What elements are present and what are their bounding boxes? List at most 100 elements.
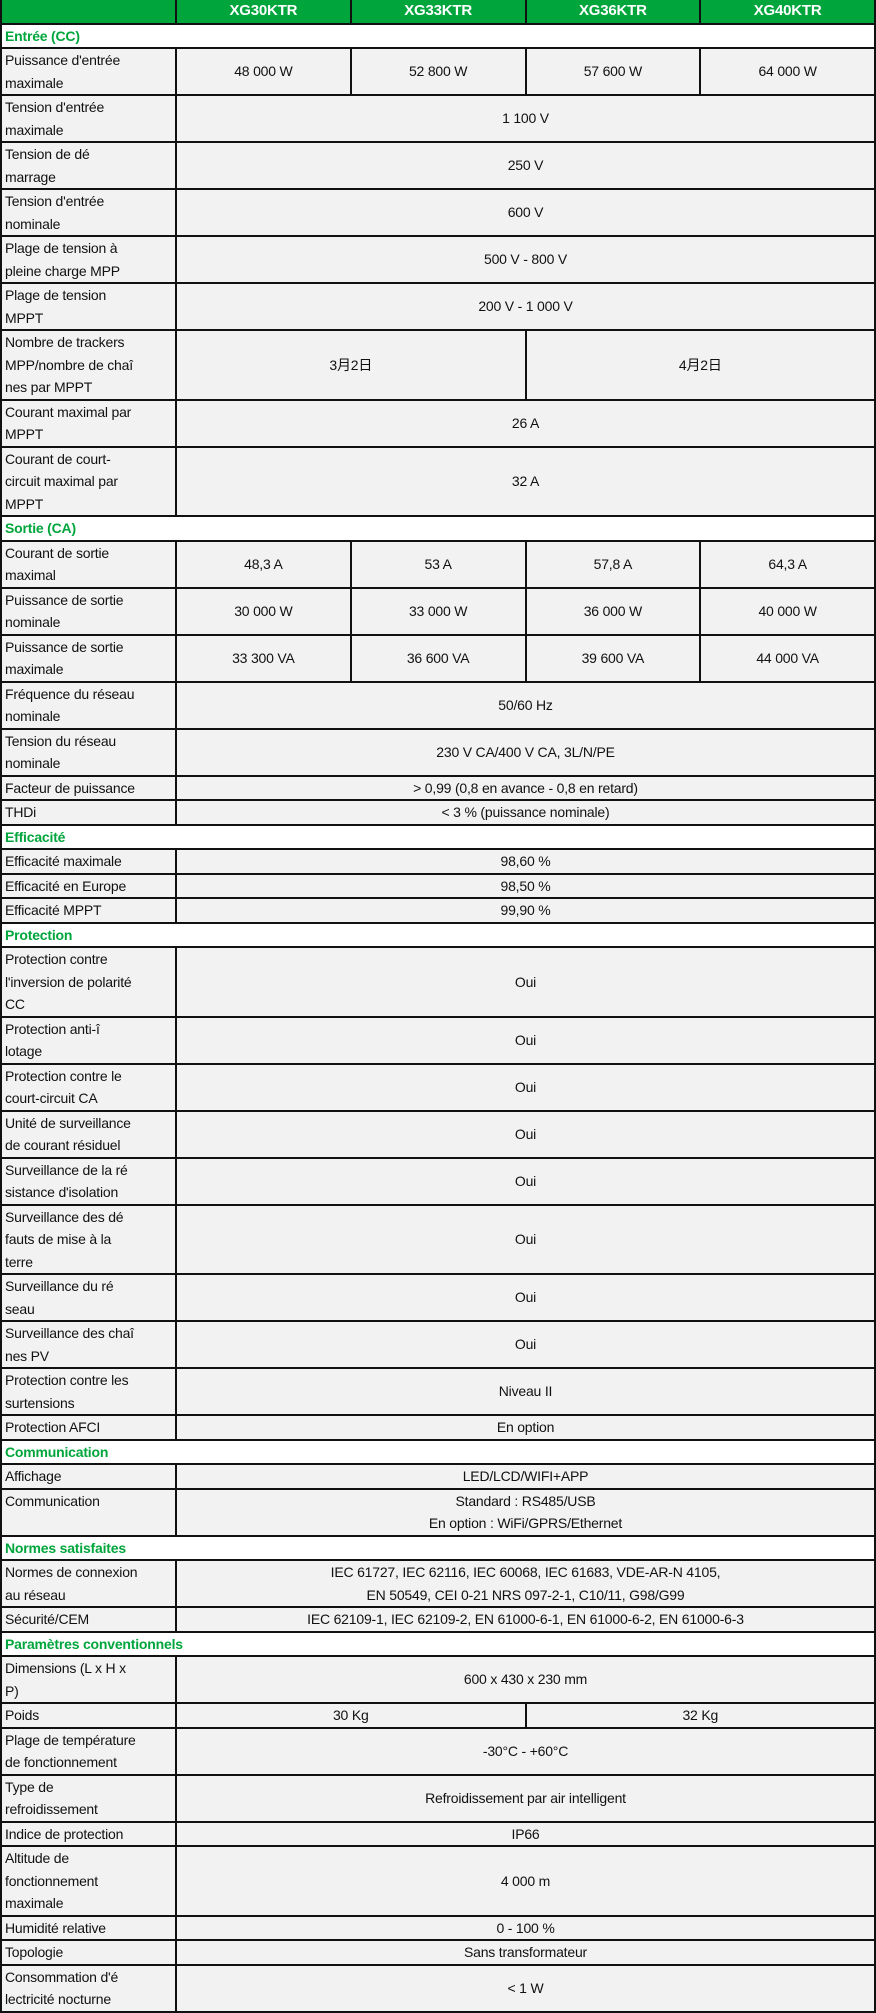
row-label: Protection contre les surtensions <box>2 1369 175 1414</box>
row-value: IEC 62109-1, IEC 62109-2, EN 61000-6-1, … <box>177 1608 874 1631</box>
row-label: Unité de surveillance de courant résidue… <box>2 1111 175 1157</box>
row-value: < 3 % (puissance nominale) <box>177 801 874 824</box>
row-value: 57 600 W <box>526 49 700 94</box>
row-label: Courant de court- circuit maximal par MP… <box>2 447 175 515</box>
row-label: Protection anti-î lotage <box>2 1017 175 1063</box>
row-value: 50/60 Hz <box>177 682 874 728</box>
row-label: Efficacité MPPT <box>2 899 175 922</box>
row-value: 4月2日 <box>526 331 874 399</box>
row-label: Humidité relative <box>2 1916 175 1939</box>
model-header: XG30KTR <box>177 0 350 23</box>
row-label: Puissance d'entrée maximale <box>2 49 175 94</box>
row-label: Courant de sortie maximal <box>2 541 175 587</box>
row-value: 98,50 % <box>177 874 874 897</box>
row-label: Plage de tension à pleine charge MPP <box>2 237 175 282</box>
row-label: Affichage <box>2 1465 175 1488</box>
row-value: 200 V - 1 000 V <box>177 284 874 329</box>
row-label: Protection contre le court-circuit CA <box>2 1064 175 1110</box>
row-label: Facteur de puissance <box>2 776 175 799</box>
row-value: Oui <box>177 1322 874 1367</box>
row-label: Puissance de sortie maximale <box>2 635 175 681</box>
row-label: Plage de tension MPPT <box>2 284 175 329</box>
row-label: Communication <box>2 1489 175 1535</box>
row-value: 36 600 VA <box>351 635 525 681</box>
section-title: Entrée (CC) <box>2 24 874 47</box>
row-value: < 1 W <box>177 1965 874 2011</box>
row-value: > 0,99 (0,8 en avance - 0,8 en retard) <box>177 776 874 799</box>
row-label: Type de refroidissement <box>2 1775 175 1821</box>
row-value: 500 V - 800 V <box>177 237 874 282</box>
row-label: Efficacité maximale <box>2 850 175 873</box>
row-label: THDi <box>2 801 175 824</box>
row-label: Surveillance de la ré sistance d'isolati… <box>2 1158 175 1204</box>
row-label: Tension de dé marrage <box>2 143 175 188</box>
section-title: Sortie (CA) <box>2 517 874 540</box>
row-value: 0 - 100 % <box>177 1916 874 1939</box>
row-label: Tension du réseau nominale <box>2 729 175 775</box>
model-header: XG33KTR <box>351 0 525 23</box>
row-label: Protection contre l'inversion de polarit… <box>2 948 175 1016</box>
row-label: Normes de connexion au réseau <box>2 1561 175 1606</box>
section-title: Normes satisfaites <box>2 1536 874 1559</box>
row-value: 99,90 % <box>177 899 874 922</box>
row-value: 4 000 m <box>177 1847 874 1915</box>
row-value: 57,8 A <box>526 541 700 587</box>
row-value: 26 A <box>177 400 874 446</box>
row-value: IEC 61727, IEC 62116, IEC 60068, IEC 616… <box>177 1561 874 1606</box>
row-value: 250 V <box>177 143 874 188</box>
row-label: Tension d'entrée maximale <box>2 96 175 141</box>
row-label: Efficacité en Europe <box>2 874 175 897</box>
row-value: 39 600 VA <box>526 635 700 681</box>
row-label: Fréquence du réseau nominale <box>2 682 175 728</box>
model-header: XG40KTR <box>701 0 874 23</box>
section-title: Paramètres conventionnels <box>2 1632 874 1655</box>
row-label: Tension d'entrée nominale <box>2 190 175 235</box>
row-value: 1 100 V <box>177 96 874 141</box>
row-value: Refroidissement par air intelligent <box>177 1775 874 1821</box>
row-label: Nombre de trackers MPP/nombre de chaî ne… <box>2 331 175 399</box>
row-value: LED/LCD/WIFI+APP <box>177 1465 874 1488</box>
row-value: 64,3 A <box>701 541 874 587</box>
row-value: 98,60 % <box>177 850 874 873</box>
row-label: Plage de température de fonctionnement <box>2 1728 175 1774</box>
row-value: 48,3 A <box>177 541 350 587</box>
row-label: Poids <box>2 1704 175 1727</box>
row-value: Oui <box>177 1158 874 1204</box>
row-value: 33 300 VA <box>177 635 350 681</box>
section-title: Protection <box>2 923 874 946</box>
row-label: Indice de protection <box>2 1822 175 1845</box>
model-header: XG36KTR <box>526 0 700 23</box>
row-label: Surveillance du ré seau <box>2 1275 175 1320</box>
row-value: 30 Kg <box>177 1704 525 1727</box>
section-title: Efficacité <box>2 825 874 848</box>
row-value: 600 V <box>177 190 874 235</box>
row-label: Protection AFCI <box>2 1416 175 1439</box>
row-value: 40 000 W <box>701 588 874 634</box>
row-value: Standard : RS485/USB En option : WiFi/GP… <box>177 1489 874 1535</box>
row-value: Oui <box>177 1017 874 1063</box>
row-value: Oui <box>177 1275 874 1320</box>
row-value: 33 000 W <box>351 588 525 634</box>
row-value: 230 V CA/400 V CA, 3L/N/PE <box>177 729 874 775</box>
row-label: Topologie <box>2 1941 175 1964</box>
row-value: Oui <box>177 1111 874 1157</box>
row-value: Niveau II <box>177 1369 874 1414</box>
row-label: Consommation d'é lectricité nocturne <box>2 1965 175 2011</box>
row-label: Sécurité/CEM <box>2 1608 175 1631</box>
row-value: 3月2日 <box>177 331 525 399</box>
row-label: Surveillance des chaî nes PV <box>2 1322 175 1367</box>
row-value: 52 800 W <box>351 49 525 94</box>
row-value: 36 000 W <box>526 588 700 634</box>
row-label: Puissance de sortie nominale <box>2 588 175 634</box>
row-label: Altitude de fonctionnement maximale <box>2 1847 175 1915</box>
row-value: IP66 <box>177 1822 874 1845</box>
row-value: 32 A <box>177 447 874 515</box>
row-value: Oui <box>177 1205 874 1273</box>
row-value: 48 000 W <box>177 49 350 94</box>
row-value: 53 A <box>351 541 525 587</box>
row-value: 44 000 VA <box>701 635 874 681</box>
row-value: Oui <box>177 948 874 1016</box>
row-value: -30°C - +60°C <box>177 1728 874 1774</box>
row-label: Courant maximal par MPPT <box>2 400 175 446</box>
